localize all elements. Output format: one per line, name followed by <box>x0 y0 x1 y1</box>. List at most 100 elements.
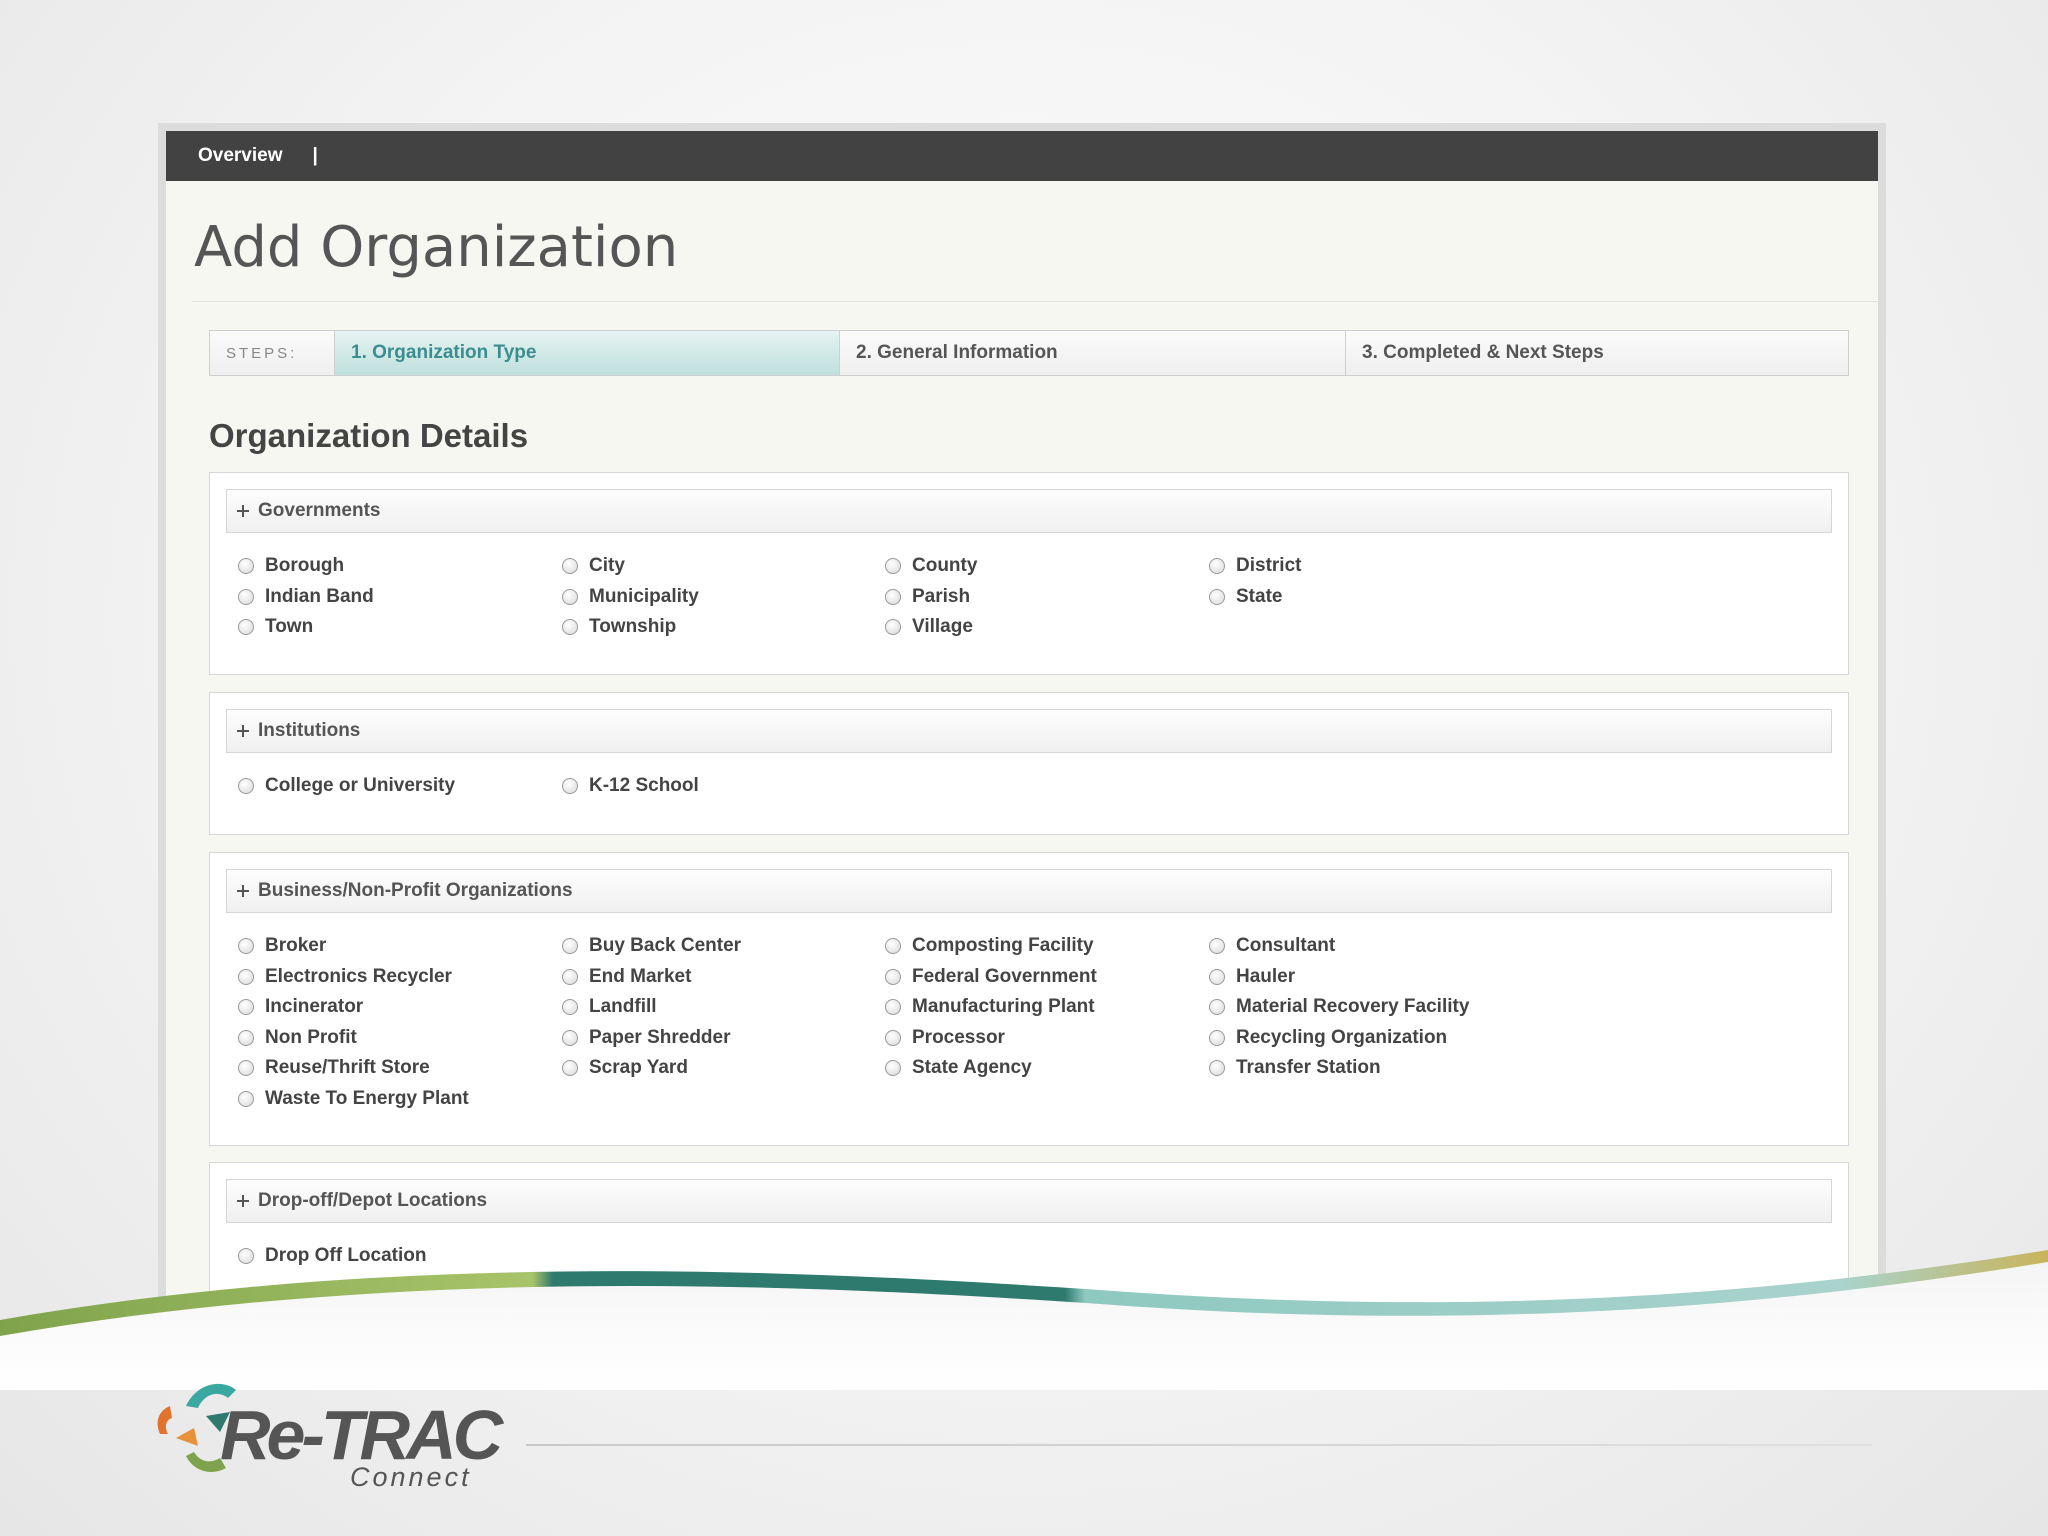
radio-option[interactable]: Scrap Yard <box>562 1057 688 1079</box>
group-header[interactable]: Governments <box>226 489 1832 533</box>
radio-option[interactable]: College or University <box>238 775 455 797</box>
radio-button-icon[interactable] <box>885 558 901 574</box>
radio-option[interactable]: Indian Band <box>238 586 374 608</box>
radio-option[interactable]: Reuse/Thrift Store <box>238 1057 430 1079</box>
radio-option[interactable]: End Market <box>562 966 691 988</box>
radio-option-label: County <box>912 555 978 576</box>
radio-option-label: Consultant <box>1236 935 1336 956</box>
radio-option[interactable]: Broker <box>238 935 326 957</box>
radio-button-icon[interactable] <box>238 1060 254 1076</box>
radio-option[interactable]: Paper Shredder <box>562 1027 731 1049</box>
radio-option-label: Village <box>912 616 973 637</box>
radio-option[interactable]: Landfill <box>562 996 657 1018</box>
radio-option[interactable]: Electronics Recycler <box>238 966 452 988</box>
radio-button-icon[interactable] <box>562 588 578 605</box>
radio-button-icon[interactable] <box>562 1029 578 1046</box>
radio-option-label: District <box>1236 555 1302 576</box>
step-organization-type[interactable]: 1. Organization Type <box>334 331 839 375</box>
radio-button-icon[interactable] <box>238 558 254 574</box>
expand-plus-icon[interactable] <box>237 505 249 517</box>
section-title: Organization Details <box>209 417 529 454</box>
radio-option[interactable]: Consultant <box>1209 935 1335 957</box>
radio-button-icon[interactable] <box>238 1090 254 1107</box>
radio-option[interactable]: Borough <box>238 555 344 577</box>
radio-option[interactable]: Non Profit <box>238 1027 357 1049</box>
radio-option-label: Material Recovery Facility <box>1236 996 1470 1017</box>
radio-option[interactable]: District <box>1209 555 1301 577</box>
radio-option[interactable]: Drop Off Location <box>238 1245 426 1267</box>
radio-button-icon[interactable] <box>885 968 901 985</box>
group-panel: Business/Non-Profit Organizations Broker E… <box>209 852 1849 1146</box>
step-completed-next-steps[interactable]: 3. Completed & Next Steps <box>1345 331 1848 375</box>
nav-overview-link[interactable]: Overview <box>198 145 283 166</box>
radio-option-label: Township <box>589 616 677 637</box>
footer-swoosh <box>0 1250 2048 1390</box>
radio-button-icon[interactable] <box>238 938 254 954</box>
radio-option[interactable]: Material Recovery Facility <box>1209 996 1469 1018</box>
group-header[interactable]: Drop-off/Depot Locations <box>226 1179 1832 1223</box>
radio-option[interactable]: Township <box>562 616 676 638</box>
group-title: Drop-off/Depot Locations <box>258 1190 488 1211</box>
page-title: Add Organization <box>194 215 679 280</box>
radio-option[interactable]: Parish <box>885 586 970 608</box>
radio-button-icon[interactable] <box>885 938 901 954</box>
radio-button-icon[interactable] <box>238 778 254 794</box>
radio-button-icon[interactable] <box>1209 558 1225 574</box>
radio-button-icon[interactable] <box>1209 1060 1225 1076</box>
radio-button-icon[interactable] <box>238 999 254 1015</box>
step-general-information[interactable]: 2. General Information <box>839 331 1345 375</box>
nav-separator: | <box>312 145 318 166</box>
radio-option[interactable]: Hauler <box>1209 966 1295 988</box>
radio-option[interactable]: Waste To Energy Plant <box>238 1088 469 1110</box>
radio-option-label: Scrap Yard <box>589 1057 688 1078</box>
radio-option[interactable]: Municipality <box>562 586 699 608</box>
group-header[interactable]: Business/Non-Profit Organizations <box>226 869 1832 913</box>
radio-option[interactable]: County <box>885 555 977 577</box>
radio-button-icon[interactable] <box>562 778 578 794</box>
radio-button-icon[interactable] <box>238 619 254 635</box>
radio-option[interactable]: Town <box>238 616 313 638</box>
expand-plus-icon[interactable] <box>237 885 249 897</box>
expand-plus-icon[interactable] <box>237 1195 249 1207</box>
radio-button-icon[interactable] <box>562 999 578 1015</box>
steps-bar: STEPS: 1. Organization Type 2. General I… <box>209 330 1849 376</box>
radio-option[interactable]: Composting Facility <box>885 935 1094 957</box>
radio-button-icon[interactable] <box>238 1248 254 1264</box>
group-header[interactable]: Institutions <box>226 709 1832 753</box>
radio-button-icon[interactable] <box>238 968 254 985</box>
radio-option[interactable]: State Agency <box>885 1057 1032 1079</box>
expand-plus-icon[interactable] <box>237 725 249 737</box>
radio-option[interactable]: Buy Back Center <box>562 935 741 957</box>
radio-button-icon[interactable] <box>562 1060 578 1076</box>
radio-option-label: Borough <box>265 555 345 576</box>
radio-option-label: Composting Facility <box>912 935 1094 956</box>
radio-option[interactable]: Processor <box>885 1027 1005 1049</box>
radio-option[interactable]: State <box>1209 586 1282 608</box>
radio-button-icon[interactable] <box>885 1060 901 1076</box>
radio-button-icon[interactable] <box>562 968 578 985</box>
radio-button-icon[interactable] <box>1209 938 1225 954</box>
radio-option[interactable]: Recycling Organization <box>1209 1027 1447 1049</box>
radio-button-icon[interactable] <box>1209 968 1225 985</box>
group-title: Governments <box>258 500 381 521</box>
radio-button-icon[interactable] <box>1209 1029 1225 1046</box>
radio-button-icon[interactable] <box>885 999 901 1015</box>
radio-button-icon[interactable] <box>885 619 901 635</box>
radio-button-icon[interactable] <box>1209 999 1225 1015</box>
radio-option[interactable]: City <box>562 555 625 577</box>
radio-option-label: State <box>1236 585 1283 607</box>
radio-button-icon[interactable] <box>238 588 254 605</box>
radio-button-icon[interactable] <box>1209 588 1225 605</box>
radio-option[interactable]: Manufacturing Plant <box>885 996 1095 1018</box>
radio-option[interactable]: Incinerator <box>238 996 363 1018</box>
radio-button-icon[interactable] <box>562 938 578 954</box>
radio-button-icon[interactable] <box>562 558 578 574</box>
radio-option[interactable]: Federal Government <box>885 966 1097 988</box>
radio-button-icon[interactable] <box>238 1029 254 1046</box>
radio-button-icon[interactable] <box>885 588 901 605</box>
radio-button-icon[interactable] <box>885 1029 901 1046</box>
radio-option[interactable]: Transfer Station <box>1209 1057 1381 1079</box>
radio-option[interactable]: K-12 School <box>562 775 699 797</box>
radio-button-icon[interactable] <box>562 619 578 635</box>
radio-option[interactable]: Village <box>885 616 973 638</box>
